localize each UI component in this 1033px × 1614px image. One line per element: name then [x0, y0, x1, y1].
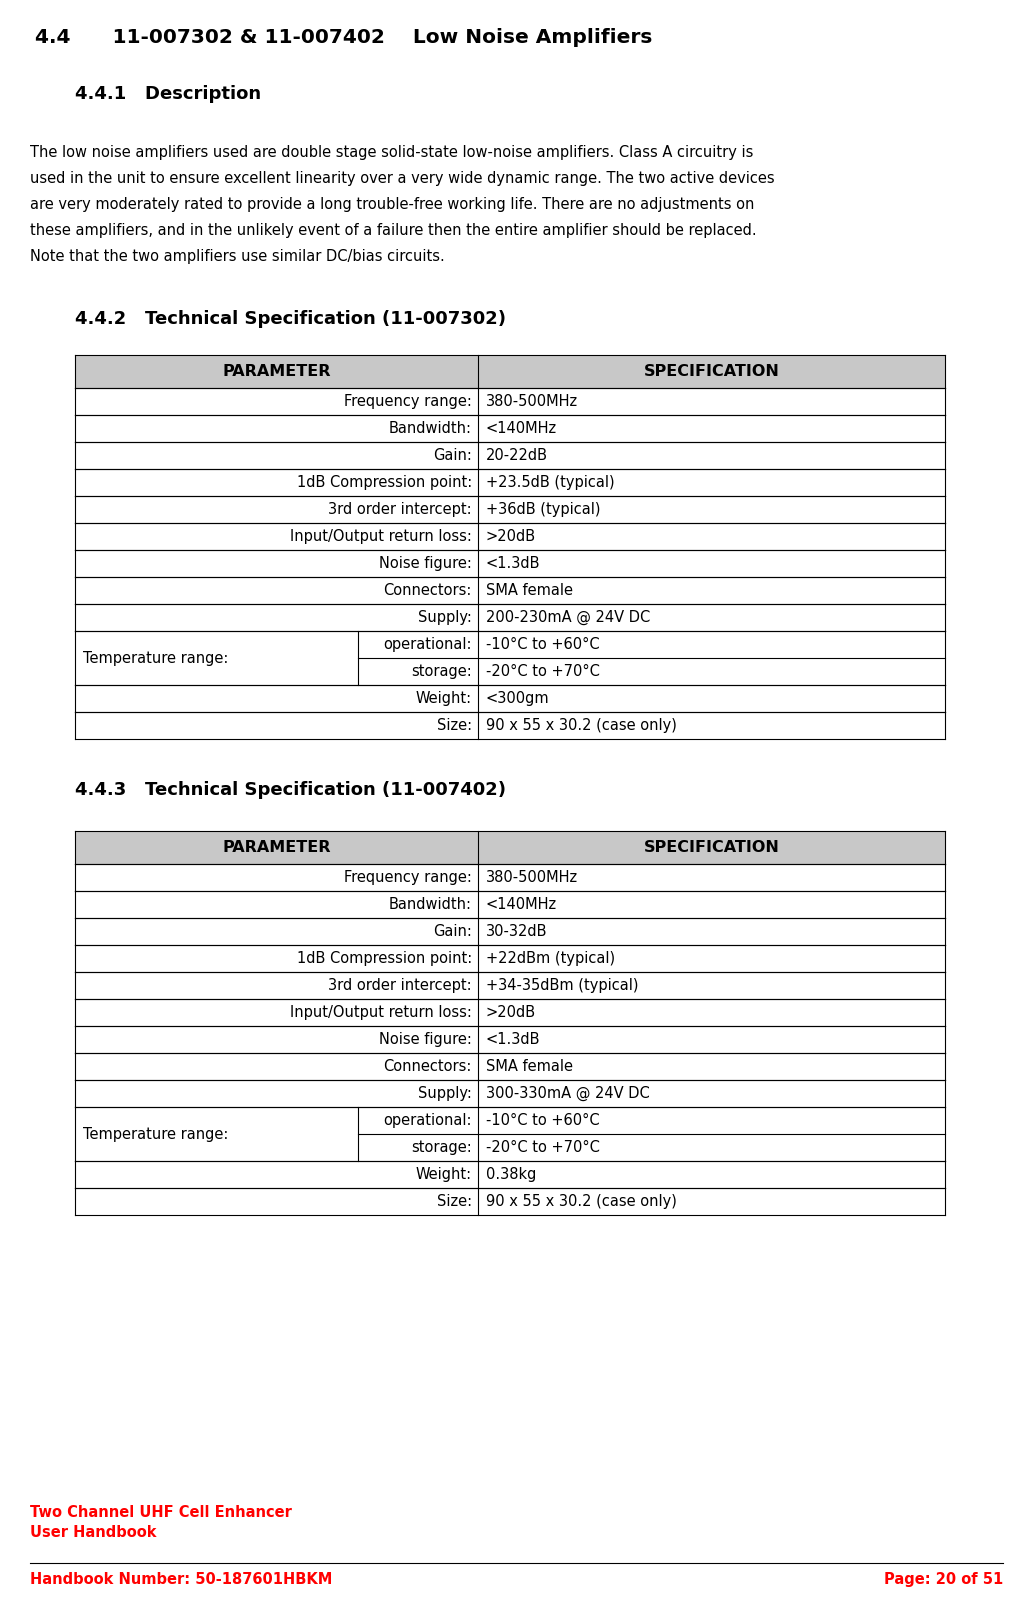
Text: 4.4      11-007302 & 11-007402    Low Noise Amplifiers: 4.4 11-007302 & 11-007402 Low Noise Ampl… [35, 27, 653, 47]
Text: 1dB Compression point:: 1dB Compression point: [296, 951, 472, 967]
Text: 4.4.1   Description: 4.4.1 Description [75, 86, 261, 103]
Text: Supply:: Supply: [418, 610, 472, 625]
Text: -10°C to +60°C: -10°C to +60°C [486, 638, 599, 652]
Bar [75, 495, 945, 523]
Text: Connectors:: Connectors: [383, 1059, 472, 1073]
Text: 4.4.3   Technical Specification (11-007402): 4.4.3 Technical Specification (11-007402… [75, 781, 506, 799]
Text: Size:: Size: [437, 718, 472, 733]
Text: -20°C to +70°C: -20°C to +70°C [486, 1139, 600, 1156]
Text: SMA female: SMA female [486, 1059, 573, 1073]
Text: 1dB Compression point:: 1dB Compression point: [296, 475, 472, 491]
Text: <1.3dB: <1.3dB [486, 555, 540, 571]
Bar [75, 946, 945, 972]
Text: >20dB: >20dB [486, 1006, 536, 1020]
Text: +22dBm (typical): +22dBm (typical) [486, 951, 615, 967]
Text: Temperature range:: Temperature range: [83, 1127, 228, 1141]
Text: Weight:: Weight: [415, 691, 472, 705]
Text: 3rd order intercept:: 3rd order intercept: [328, 978, 472, 993]
Bar [75, 891, 945, 918]
Bar [75, 1160, 945, 1188]
Bar [75, 387, 945, 415]
Text: SMA female: SMA female [486, 583, 573, 599]
Bar [75, 604, 945, 631]
Text: Size:: Size: [437, 1194, 472, 1209]
Bar [75, 712, 945, 739]
Bar [75, 576, 945, 604]
Text: Noise figure:: Noise figure: [379, 1031, 472, 1047]
Text: +34-35dBm (typical): +34-35dBm (typical) [486, 978, 638, 993]
Bar [75, 442, 945, 470]
Text: <140MHz: <140MHz [486, 421, 557, 436]
Bar [75, 918, 945, 946]
Text: operational:: operational: [383, 1114, 472, 1128]
Bar [75, 523, 945, 550]
Bar [75, 631, 945, 684]
Bar [75, 1052, 945, 1080]
Text: Note that the two amplifiers use similar DC/bias circuits.: Note that the two amplifiers use similar… [30, 249, 445, 265]
Bar [75, 831, 945, 863]
Text: Handbook Number: 50-187601HBKM: Handbook Number: 50-187601HBKM [30, 1572, 333, 1587]
Text: <300gm: <300gm [486, 691, 550, 705]
Text: -20°C to +70°C: -20°C to +70°C [486, 663, 600, 679]
Bar [75, 684, 945, 712]
Text: +36dB (typical): +36dB (typical) [486, 502, 600, 516]
Bar [75, 999, 945, 1027]
Text: Page: 20 of 51: Page: 20 of 51 [884, 1572, 1003, 1587]
Text: PARAMETER: PARAMETER [222, 365, 331, 379]
Text: storage:: storage: [411, 663, 472, 679]
Text: 380-500MHz: 380-500MHz [486, 870, 577, 884]
Text: 3rd order intercept:: 3rd order intercept: [328, 502, 472, 516]
Bar [75, 863, 945, 891]
Bar [75, 1107, 945, 1160]
Text: Noise figure:: Noise figure: [379, 555, 472, 571]
Text: -10°C to +60°C: -10°C to +60°C [486, 1114, 599, 1128]
Text: Weight:: Weight: [415, 1167, 472, 1181]
Text: are very moderately rated to provide a long trouble-free working life. There are: are very moderately rated to provide a l… [30, 197, 754, 211]
Text: SPECIFICATION: SPECIFICATION [644, 839, 779, 855]
Text: 200-230mA @ 24V DC: 200-230mA @ 24V DC [486, 610, 650, 625]
Text: 90 x 55 x 30.2 (case only): 90 x 55 x 30.2 (case only) [486, 1194, 677, 1209]
Text: Two Channel UHF Cell Enhancer: Two Channel UHF Cell Enhancer [30, 1504, 292, 1520]
Text: 90 x 55 x 30.2 (case only): 90 x 55 x 30.2 (case only) [486, 718, 677, 733]
Bar [75, 415, 945, 442]
Text: <1.3dB: <1.3dB [486, 1031, 540, 1047]
Text: Frequency range:: Frequency range: [344, 394, 472, 408]
Text: Input/Output return loss:: Input/Output return loss: [290, 1006, 472, 1020]
Bar [75, 355, 945, 387]
Text: 300-330mA @ 24V DC: 300-330mA @ 24V DC [486, 1086, 650, 1101]
Text: SPECIFICATION: SPECIFICATION [644, 365, 779, 379]
Text: Frequency range:: Frequency range: [344, 870, 472, 884]
Text: operational:: operational: [383, 638, 472, 652]
Text: 380-500MHz: 380-500MHz [486, 394, 577, 408]
Text: 20-22dB: 20-22dB [486, 449, 547, 463]
Bar [75, 1027, 945, 1052]
Text: Gain:: Gain: [433, 923, 472, 939]
Text: Connectors:: Connectors: [383, 583, 472, 599]
Text: storage:: storage: [411, 1139, 472, 1156]
Text: Gain:: Gain: [433, 449, 472, 463]
Text: Bandwidth:: Bandwidth: [388, 897, 472, 912]
Text: these amplifiers, and in the unlikely event of a failure then the entire amplifi: these amplifiers, and in the unlikely ev… [30, 223, 756, 237]
Text: User Handbook: User Handbook [30, 1525, 157, 1540]
Text: Supply:: Supply: [418, 1086, 472, 1101]
Bar [75, 972, 945, 999]
Text: used in the unit to ensure excellent linearity over a very wide dynamic range. T: used in the unit to ensure excellent lin… [30, 171, 775, 186]
Text: 30-32dB: 30-32dB [486, 923, 547, 939]
Text: Temperature range:: Temperature range: [83, 650, 228, 665]
Text: <140MHz: <140MHz [486, 897, 557, 912]
Bar [75, 1188, 945, 1215]
Text: 4.4.2   Technical Specification (11-007302): 4.4.2 Technical Specification (11-007302… [75, 310, 506, 328]
Text: PARAMETER: PARAMETER [222, 839, 331, 855]
Text: >20dB: >20dB [486, 529, 536, 544]
Text: Bandwidth:: Bandwidth: [388, 421, 472, 436]
Bar [75, 550, 945, 576]
Text: Input/Output return loss:: Input/Output return loss: [290, 529, 472, 544]
Text: 0.38kg: 0.38kg [486, 1167, 536, 1181]
Bar [75, 1080, 945, 1107]
Text: +23.5dB (typical): +23.5dB (typical) [486, 475, 615, 491]
Text: The low noise amplifiers used are double stage solid-state low-noise amplifiers.: The low noise amplifiers used are double… [30, 145, 753, 160]
Bar [75, 470, 945, 495]
